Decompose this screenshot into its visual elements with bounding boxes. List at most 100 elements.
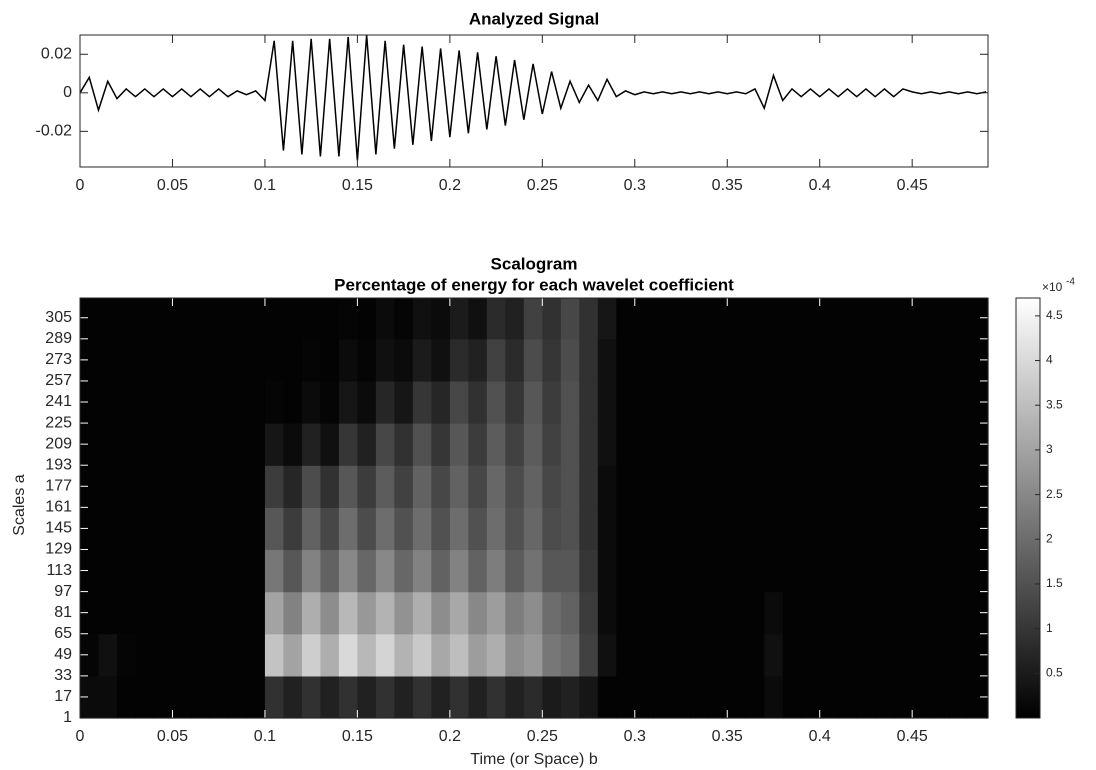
heatmap-cell — [98, 591, 118, 635]
heatmap-cell — [227, 298, 248, 340]
heatmap-cell — [949, 465, 969, 508]
heatmap-cell — [246, 591, 266, 635]
heatmap-cell — [135, 338, 155, 382]
y-tick-label: 289 — [45, 330, 72, 347]
heatmap-cell — [579, 338, 599, 382]
x-tick-label: 0.1 — [254, 177, 276, 194]
heatmap-cell — [190, 591, 211, 635]
y-tick-label: 129 — [45, 541, 72, 558]
heatmap-cell — [912, 675, 932, 719]
heatmap-cell — [523, 507, 543, 551]
heatmap-cell — [579, 633, 599, 677]
heatmap-cell — [135, 675, 155, 719]
heatmap-cell — [597, 465, 617, 508]
heatmap-cell — [523, 633, 543, 677]
heatmap-cell — [856, 298, 876, 340]
heatmap-cell — [246, 675, 266, 719]
heatmap-cell — [227, 380, 248, 424]
heatmap-cell — [283, 591, 303, 635]
heatmap-cell — [782, 423, 802, 466]
x-tick-label: 0 — [76, 728, 85, 745]
heatmap-cell — [560, 507, 580, 551]
heatmap-cell — [375, 591, 395, 635]
heatmap-cell — [172, 298, 192, 340]
heatmap-cell — [301, 591, 322, 635]
heatmap-cell — [338, 549, 358, 593]
heatmap-cell — [412, 380, 432, 424]
y-tick-label: 209 — [45, 435, 72, 452]
heatmap-cell — [468, 591, 488, 635]
heatmap-cell — [486, 507, 506, 551]
heatmap-cell — [135, 549, 155, 593]
heatmap-cell — [283, 423, 303, 466]
heatmap-cell — [338, 633, 358, 677]
heatmap-cell — [616, 423, 636, 466]
heatmap-cell — [690, 380, 710, 424]
heatmap-cell — [523, 423, 543, 466]
heatmap-cell — [153, 465, 174, 508]
heatmap-cell — [190, 338, 211, 382]
heatmap-cell — [246, 633, 266, 677]
heatmap-cell — [357, 338, 377, 382]
heatmap-cell — [764, 633, 784, 677]
heatmap-cell — [671, 675, 691, 719]
heatmap-cell — [264, 380, 285, 424]
heatmap-cell — [727, 380, 747, 424]
heatmap-cell — [782, 465, 802, 508]
heatmap-cell — [856, 507, 876, 551]
heatmap-cell — [801, 298, 821, 340]
heatmap-cell — [949, 633, 969, 677]
heatmap-cell — [320, 298, 340, 340]
heatmap-cell — [394, 633, 414, 677]
heatmap-cell — [597, 549, 617, 593]
heatmap-cell — [671, 423, 691, 466]
heatmap-cell — [542, 507, 562, 551]
heatmap-cell — [412, 423, 432, 466]
heatmap-cell — [320, 380, 340, 424]
heatmap-cell — [468, 507, 488, 551]
x-tick-label: 0.2 — [439, 177, 461, 194]
heatmap-cell — [856, 423, 876, 466]
y-tick-label: 257 — [45, 372, 72, 389]
heatmap-cell — [227, 675, 248, 719]
heatmap-cell — [153, 380, 174, 424]
heatmap-cell — [653, 298, 673, 340]
heatmap-cell — [283, 338, 303, 382]
heatmap-cell — [431, 338, 451, 382]
y-tick-label: 241 — [45, 393, 72, 410]
heatmap-cell — [597, 591, 617, 635]
heatmap-cell — [246, 380, 266, 424]
heatmap-cell — [819, 423, 839, 466]
heatmap-cell — [579, 507, 599, 551]
heatmap-cell — [320, 338, 340, 382]
heatmap-cell — [782, 591, 802, 635]
heatmap-cell — [153, 338, 174, 382]
heatmap-cell — [930, 675, 950, 719]
heatmap-cell — [653, 507, 673, 551]
heatmap-cell — [412, 465, 432, 508]
heatmap-cell — [246, 549, 266, 593]
heatmap-cell — [690, 338, 710, 382]
heatmap-cell — [912, 423, 932, 466]
heatmap-cell — [930, 549, 950, 593]
heatmap-cell — [449, 633, 469, 677]
heatmap-cell — [394, 549, 414, 593]
heatmap-cell — [764, 591, 784, 635]
heatmap-cell — [264, 549, 285, 593]
heatmap-cell — [616, 633, 636, 677]
heatmap-cell — [264, 507, 285, 551]
heatmap-cell — [264, 633, 285, 677]
scalogram-title: Scalogram — [491, 254, 578, 273]
heatmap-cell — [727, 338, 747, 382]
heatmap-cell — [708, 465, 728, 508]
heatmap-cell — [172, 549, 192, 593]
heatmap-cell — [708, 380, 728, 424]
heatmap-cell — [209, 675, 229, 719]
heatmap-cell — [782, 338, 802, 382]
heatmap-cell — [912, 298, 932, 340]
heatmap-cell — [616, 507, 636, 551]
heatmap-cell — [727, 423, 747, 466]
heatmap-cell — [523, 298, 543, 340]
heatmap-cell — [764, 298, 784, 340]
heatmap-cell — [653, 591, 673, 635]
